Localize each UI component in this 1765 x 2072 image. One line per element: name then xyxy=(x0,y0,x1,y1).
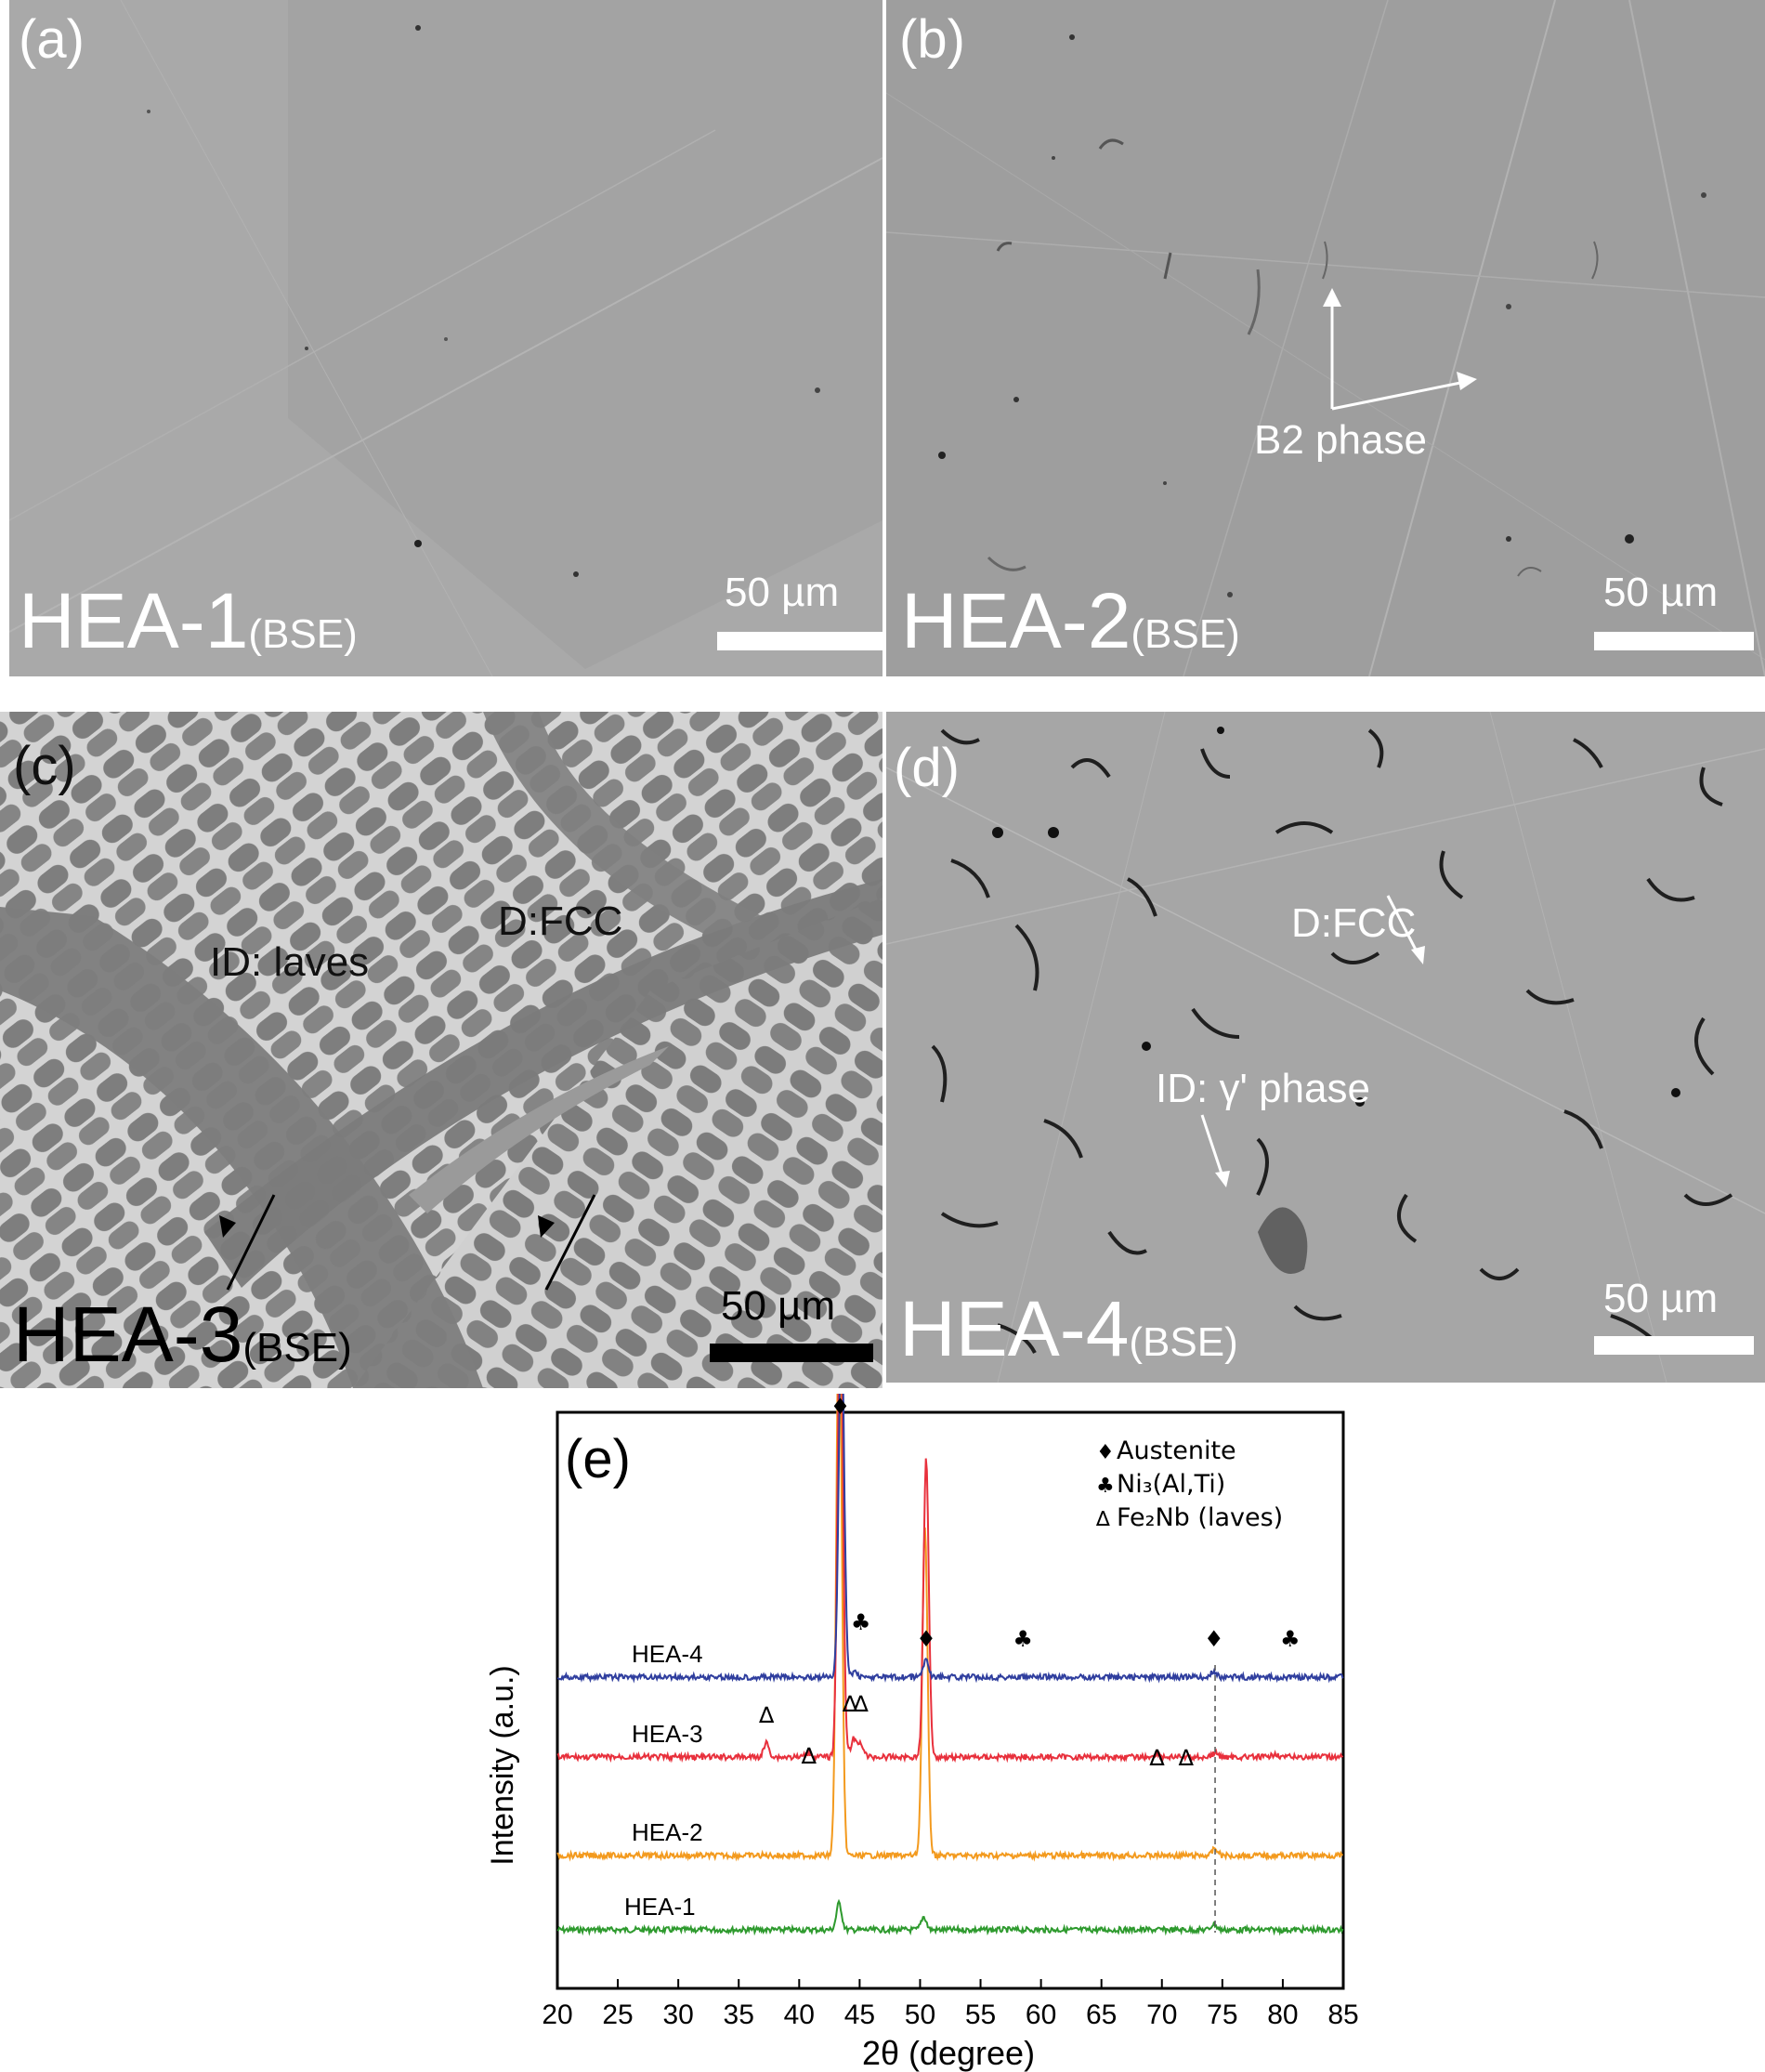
legend-symbol: ♣ xyxy=(1096,1475,1115,1498)
fcc-annotation: D:FCC xyxy=(498,898,623,944)
legend-label: Austenite xyxy=(1117,1436,1236,1465)
x-tick-label: 75 xyxy=(1207,2000,1237,2030)
phase-marker: ∆ xyxy=(758,1702,775,1728)
series-label: HEA-1 xyxy=(624,1893,696,1921)
panel-d-micrograph: (d) D:FCC ID: γ' phase 50 µm HEA-4(BSE) xyxy=(886,712,1765,1383)
hea3-bse-image xyxy=(0,712,882,1388)
x-tick-label: 25 xyxy=(602,2000,633,2030)
x-tick-label: 40 xyxy=(784,2000,815,2030)
sample-label: HEA-4(BSE) xyxy=(899,1285,1238,1372)
panel-c-micrograph: (c) ID: laves D:FCC 50 µm HEA-3(BSE) xyxy=(0,712,882,1388)
series-line-hea-4 xyxy=(557,1394,1344,1684)
gamma-prime-annotation: ID: γ' phase xyxy=(1156,1066,1370,1111)
series-label: HEA-4 xyxy=(632,1640,703,1668)
phase-marker: ∆ xyxy=(801,1743,817,1769)
panel-a-micrograph: (a) 50 µm HEA-1(BSE) xyxy=(9,0,882,676)
series-label: HEA-3 xyxy=(632,1720,703,1748)
phase-marker: ♣ xyxy=(1280,1626,1301,1652)
phase-marker: ♦ xyxy=(916,1626,936,1652)
x-tick-label: 70 xyxy=(1146,2000,1177,2030)
legend-symbol: ∆ xyxy=(1095,1508,1110,1531)
scale-bar-label: 50 µm xyxy=(1603,570,1719,615)
phase-marker: ♣ xyxy=(1013,1626,1033,1652)
scale-bar-label: 50 µm xyxy=(721,1283,836,1329)
series-line-hea-1 xyxy=(556,1898,1344,1936)
panel-tag: (d) xyxy=(894,738,960,798)
series-label: HEA-2 xyxy=(632,1818,703,1846)
laves-annotation: ID: laves xyxy=(210,939,370,985)
scale-bar-label: 50 µm xyxy=(725,570,840,615)
scale-bar xyxy=(1594,632,1754,650)
hea4-bse-image xyxy=(886,712,1765,1383)
legend-label: Fe₂Nb (laves) xyxy=(1117,1503,1283,1532)
phase-marker: ♦ xyxy=(830,1394,851,1420)
panel-tag: (b) xyxy=(899,9,965,70)
xrd-series: HEA-1 HEA-2 HEA-3 HEA-4 xyxy=(556,1394,1344,1936)
hea1-bse-image xyxy=(9,0,882,676)
scale-bar xyxy=(710,1344,873,1362)
series-line-hea-3 xyxy=(556,1394,1344,1764)
x-tick-label: 50 xyxy=(905,2000,935,2030)
x-tick-label: 60 xyxy=(1026,2000,1056,2030)
panel-tag: (c) xyxy=(13,736,76,796)
x-tick-label: 65 xyxy=(1086,2000,1117,2030)
x-tick-label: 55 xyxy=(965,2000,996,2030)
series-line-hea-2 xyxy=(556,1394,1344,1862)
sample-label: HEA-2(BSE) xyxy=(901,577,1240,664)
x-axis: 20 25 30 35 40 45 50 55 60 65 70 75 80 85 xyxy=(542,1979,1359,2030)
x-tick-label: 80 xyxy=(1267,2000,1298,2030)
scale-bar xyxy=(717,632,882,650)
scale-bar xyxy=(1594,1336,1754,1355)
x-tick-label: 35 xyxy=(724,2000,754,2030)
phase-marker: ∆ xyxy=(1178,1745,1195,1771)
x-tick-label: 45 xyxy=(844,2000,875,2030)
phase-marker: ∆ xyxy=(842,1691,858,1717)
sample-label: HEA-3(BSE) xyxy=(13,1291,352,1378)
scale-bar-label: 50 µm xyxy=(1603,1276,1719,1321)
panel-b-micrograph: (b) B2 phase 50 µm HEA-2(BSE) xyxy=(886,0,1765,676)
phase-marker: ♣ xyxy=(851,1609,871,1635)
x-tick-label: 30 xyxy=(662,2000,693,2030)
legend-symbol: ♦ xyxy=(1096,1441,1115,1464)
legend-label: Ni₃(Al,Ti) xyxy=(1117,1470,1225,1499)
panel-tag: (e) xyxy=(565,1429,631,1489)
y-axis-label: Intensity (a.u.) xyxy=(485,1665,520,1865)
fcc-annotation: D:FCC xyxy=(1291,900,1417,946)
hea2-bse-image xyxy=(886,0,1765,676)
phase-marker: ∆ xyxy=(1149,1745,1166,1771)
plot-frame xyxy=(556,1410,1345,1990)
legend: ♦ Austenite♣ Ni₃(Al,Ti) ∆ Fe₂Nb (laves) xyxy=(1095,1436,1283,1532)
panel-tag: (a) xyxy=(19,9,85,70)
sample-label: HEA-1(BSE) xyxy=(19,577,358,664)
plot-border xyxy=(556,1410,1345,1990)
x-tick-label: 20 xyxy=(542,2000,572,2030)
phase-markers: ♦♣♦ ♣ ♦ ♣∆∆∆∆∆ ∆ xyxy=(758,1394,1300,1771)
x-tick-label: 85 xyxy=(1327,2000,1358,2030)
phase-marker: ♦ xyxy=(1204,1626,1224,1652)
x-axis-label: 2θ (degree) xyxy=(862,2034,1035,2072)
phase-marker: ∆ xyxy=(853,1691,869,1717)
b2-phase-annotation: B2 phase xyxy=(1254,417,1427,463)
